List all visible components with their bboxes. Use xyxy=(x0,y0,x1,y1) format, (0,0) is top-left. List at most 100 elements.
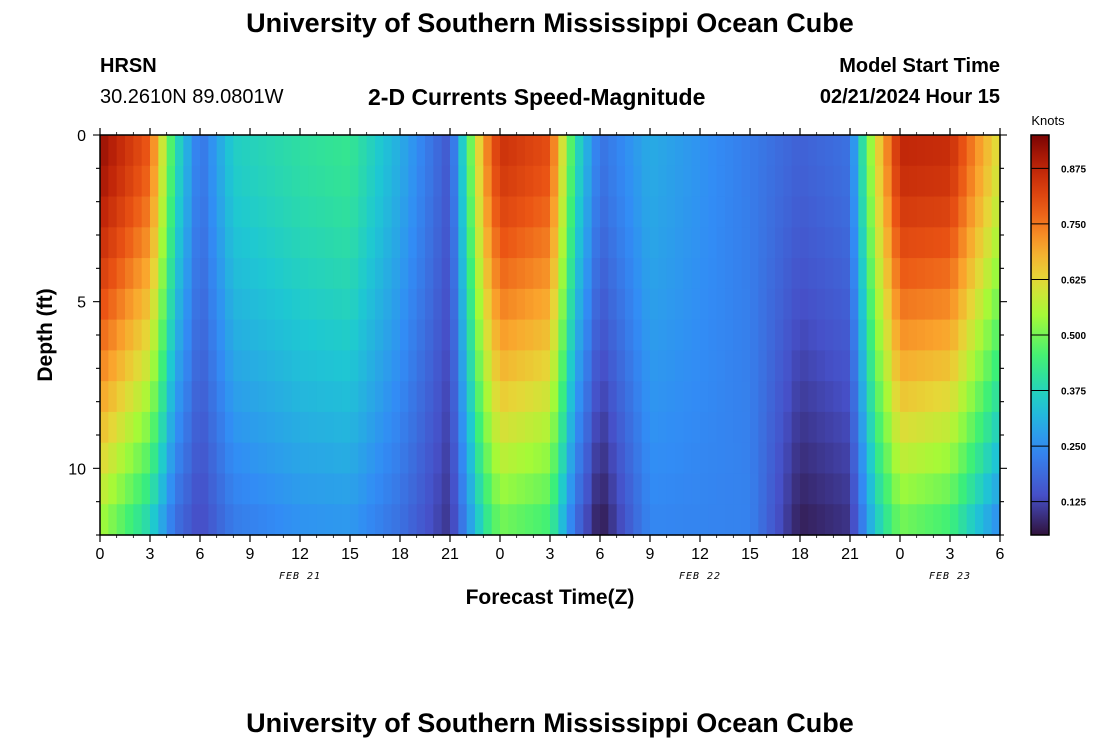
heatmap-cell xyxy=(333,381,343,413)
heatmap-cell xyxy=(841,258,851,290)
heatmap-cell xyxy=(358,442,368,475)
heatmap-cell xyxy=(758,135,768,167)
heatmap-cell xyxy=(633,165,643,198)
heatmap-cell xyxy=(383,473,393,505)
heatmap-cell xyxy=(350,411,359,444)
heatmap-cell xyxy=(175,196,184,228)
heatmap-cell xyxy=(358,411,368,444)
heatmap-cell xyxy=(808,227,818,259)
date-label: FEB 21 xyxy=(279,571,321,582)
heatmap-cell xyxy=(975,411,984,444)
heatmap-cell xyxy=(116,442,126,475)
heatmap-cell xyxy=(500,227,509,259)
heatmap-cell xyxy=(283,504,293,536)
heatmap-cell xyxy=(616,227,626,259)
heatmap-cell xyxy=(350,381,359,413)
heatmap-cell xyxy=(516,350,526,382)
heatmap-cell xyxy=(300,381,309,413)
heatmap-cell xyxy=(375,288,384,321)
heatmap-cell xyxy=(158,350,168,382)
heatmap-cell xyxy=(666,288,676,321)
heatmap-cell xyxy=(258,504,268,536)
heatmap-cell xyxy=(583,319,593,351)
heatmap-cell xyxy=(158,319,168,351)
heatmap-cell xyxy=(233,196,243,228)
heatmap-cell xyxy=(558,319,568,351)
heatmap-cell xyxy=(591,350,601,382)
heatmap-cell xyxy=(566,442,576,475)
heatmap-cell xyxy=(200,165,209,198)
heatmap-cell xyxy=(725,473,734,505)
heatmap-cell xyxy=(200,473,209,505)
heatmap-cell xyxy=(291,411,301,444)
heatmap-cell xyxy=(241,504,251,536)
heatmap-cell xyxy=(266,411,276,444)
heatmap-cell xyxy=(783,227,793,259)
heatmap-cell xyxy=(558,135,568,167)
heatmap-cell xyxy=(716,473,726,505)
heatmap-cell xyxy=(833,135,843,167)
heatmap-cell xyxy=(758,319,768,351)
colorbar-tick-label: 0.750 xyxy=(1061,220,1086,231)
heatmap-cell xyxy=(833,504,843,536)
heatmap-cell xyxy=(775,442,784,475)
heatmap-cell xyxy=(250,288,259,321)
heatmap-cell xyxy=(575,196,584,228)
heatmap-cell xyxy=(475,165,484,198)
heatmap-cell xyxy=(508,288,518,321)
heatmap-cell xyxy=(100,411,109,444)
heatmap-cell xyxy=(141,227,151,259)
heatmap-cell xyxy=(816,227,826,259)
heatmap-cell xyxy=(883,442,893,475)
heatmap-cell xyxy=(641,381,651,413)
heatmap-cell xyxy=(308,442,318,475)
heatmap-cell xyxy=(833,473,843,505)
heatmap-cell xyxy=(850,227,859,259)
heatmap-cell xyxy=(975,350,984,382)
colorbar-tick-label: 0.875 xyxy=(1061,164,1086,175)
heatmap-cell xyxy=(408,442,418,475)
heatmap-cell xyxy=(791,288,801,321)
heatmap-cell xyxy=(625,442,634,475)
heatmap-cell xyxy=(691,504,701,536)
heatmap-cell xyxy=(516,196,526,228)
heatmap-cell xyxy=(875,319,884,351)
heatmap-cell xyxy=(791,504,801,536)
heatmap-cell xyxy=(408,504,418,536)
heatmap-cell xyxy=(625,411,634,444)
heatmap-cell xyxy=(891,319,901,351)
heatmap-cell xyxy=(141,165,151,198)
heatmap-cell xyxy=(841,504,851,536)
heatmap-cell xyxy=(691,258,701,290)
heatmap-cell xyxy=(858,135,868,167)
heatmap-cell xyxy=(100,258,109,290)
heatmap-cell xyxy=(983,196,993,228)
heatmap-cell xyxy=(891,350,901,382)
heatmap-cell xyxy=(925,288,934,321)
heatmap-cell xyxy=(108,442,118,475)
heatmap-cell xyxy=(883,319,893,351)
heatmap-cell xyxy=(666,319,676,351)
heatmap-cell xyxy=(908,381,918,413)
heatmap-cell xyxy=(941,504,951,536)
heatmap-cell xyxy=(975,473,984,505)
heatmap-cell xyxy=(916,473,926,505)
heatmap-cell xyxy=(983,227,993,259)
heatmap-cell xyxy=(508,258,518,290)
heatmap-cell xyxy=(191,165,201,198)
heatmap-cell xyxy=(191,350,201,382)
heatmap-cell xyxy=(133,381,143,413)
heatmap-cell xyxy=(600,442,609,475)
heatmap-cell xyxy=(133,473,143,505)
heatmap-cell xyxy=(683,504,693,536)
heatmap-cell xyxy=(475,196,484,228)
date-label: FEB 22 xyxy=(679,571,721,582)
heatmap-cell xyxy=(391,504,401,536)
heatmap-cell xyxy=(616,165,626,198)
heatmap-cell xyxy=(716,165,726,198)
heatmap-cell xyxy=(100,442,109,475)
heatmap-cell xyxy=(900,135,909,167)
heatmap-cell xyxy=(458,504,468,536)
heatmap-cell xyxy=(175,319,184,351)
heatmap-cell xyxy=(391,165,401,198)
